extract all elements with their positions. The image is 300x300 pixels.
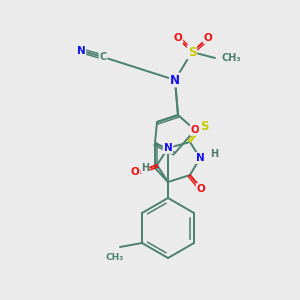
Text: O: O: [196, 184, 206, 194]
Text: N: N: [76, 46, 85, 56]
Text: H: H: [210, 149, 218, 159]
Text: C: C: [99, 52, 106, 62]
Text: N: N: [170, 74, 180, 86]
Text: O: O: [130, 167, 140, 177]
Text: O: O: [204, 33, 212, 43]
Text: S: S: [200, 119, 208, 133]
Text: O: O: [190, 125, 200, 135]
Text: H: H: [141, 163, 149, 173]
Text: O: O: [174, 33, 182, 43]
Text: N: N: [196, 153, 204, 163]
Text: S: S: [188, 46, 196, 59]
Text: CH₃: CH₃: [106, 253, 124, 262]
Text: CH₃: CH₃: [221, 53, 241, 63]
Text: N: N: [164, 143, 172, 153]
